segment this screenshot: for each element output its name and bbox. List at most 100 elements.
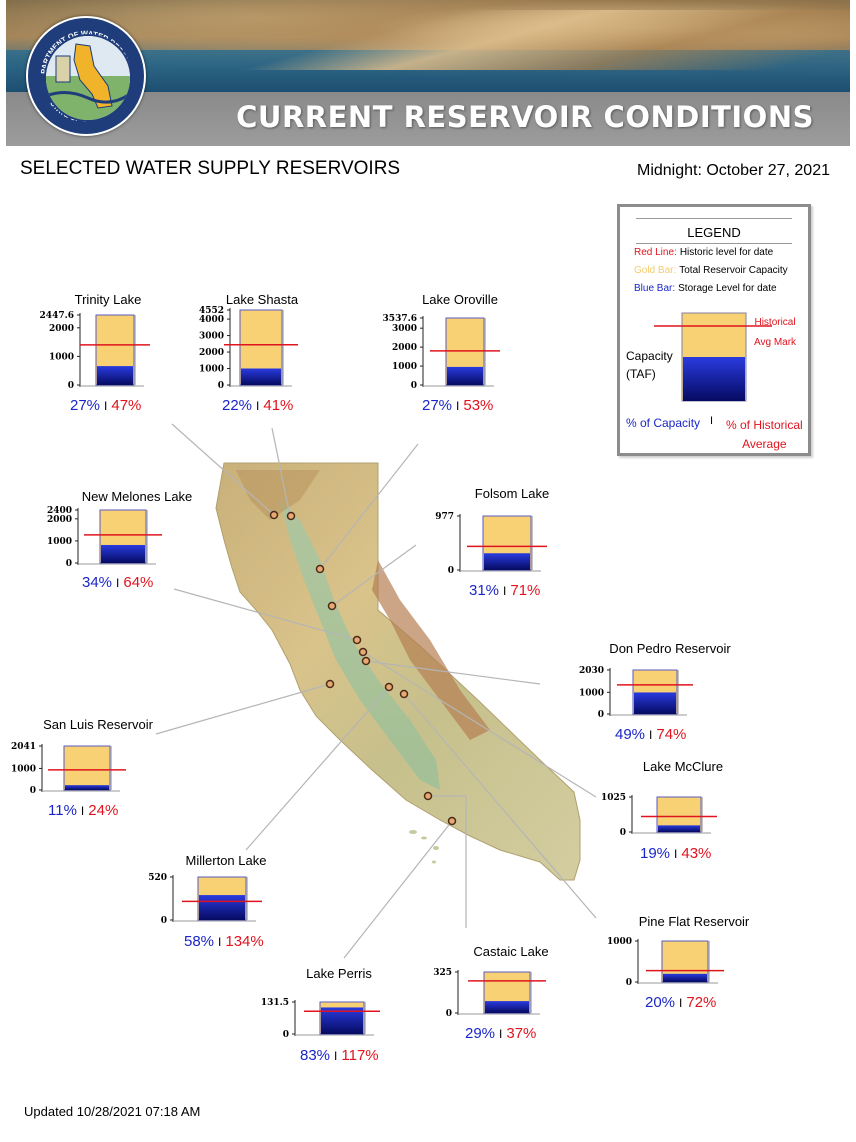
storage-bar <box>241 368 281 385</box>
reservoir-percentages-new-melones-lake: 34% I 64% <box>82 574 153 591</box>
reservoir-name-millerton-lake: Millerton Lake <box>185 853 267 868</box>
pct-separator: I <box>499 1027 503 1041</box>
legend-text: Historic level for date <box>679 247 774 258</box>
reservoir-name-pine-flat-reservoir: Pine Flat Reservoir <box>638 914 750 929</box>
pct-separator: I <box>674 847 678 861</box>
storage-bar <box>658 825 700 832</box>
legend-sample-bar <box>654 312 772 402</box>
y-tick-label: 4552 <box>199 306 224 316</box>
y-tick-label: 2400 <box>47 506 72 516</box>
y-tick-label: 977 <box>435 512 454 522</box>
storage-bar <box>485 1001 529 1013</box>
y-tick-label: 0 <box>598 710 604 720</box>
legend-key: Blue Bar: <box>634 283 676 294</box>
pct-of-capacity: 34% <box>82 574 113 591</box>
california-emblem-icon <box>46 36 130 120</box>
storage-bar <box>447 366 483 385</box>
y-tick-label: 0 <box>66 559 72 569</box>
reservoir-name-new-melones-lake: New Melones Lake <box>81 489 193 504</box>
y-tick-label: 0 <box>68 381 74 391</box>
y-tick-label: 2041 <box>11 742 36 752</box>
reservoir-name-don-pedro-reservoir: Don Pedro Reservoir <box>609 641 731 656</box>
storage-bar <box>663 973 707 982</box>
y-tick-label: 0 <box>30 786 36 796</box>
reservoir-name-lake-oroville: Lake Oroville <box>422 292 498 307</box>
legend-title: LEGEND <box>687 225 741 240</box>
reservoir-name-san-luis-reservoir: San Luis Reservoir <box>43 717 153 732</box>
reservoir-percentages-lake-mcclure: 19% I 43% <box>640 845 711 862</box>
pct-separator: I <box>503 584 507 598</box>
reservoir-name-castaic-lake: Castaic Lake <box>473 944 549 959</box>
legend-separator: I <box>710 415 714 427</box>
pct-separator: I <box>649 728 653 742</box>
y-tick-label: 1000 <box>11 764 36 774</box>
reservoir-percentages-lake-shasta: 22% I 41% <box>222 397 293 414</box>
pct-separator: I <box>104 399 108 413</box>
y-tick-label: 1000 <box>47 537 72 547</box>
pct-of-capacity: 19% <box>640 845 671 862</box>
y-tick-label: 520 <box>148 873 167 883</box>
y-tick-label: 3000 <box>199 332 224 342</box>
capacity-bar <box>63 745 111 791</box>
pct-separator: I <box>116 576 120 590</box>
y-tick-label: 1000 <box>607 937 632 947</box>
legend-key: Red Line: <box>634 247 677 258</box>
y-tick-label: 1000 <box>199 365 224 375</box>
pct-of-capacity: 49% <box>615 726 646 743</box>
section-title: SELECTED WATER SUPPLY RESERVOIRS <box>20 158 401 179</box>
pct-of-historical: 47% <box>111 397 142 414</box>
reservoir-percentages-lake-perris: 83% I 117% <box>300 1047 379 1064</box>
reservoir-percentages-millerton-lake: 58% I 134% <box>184 933 264 950</box>
pct-of-capacity: 22% <box>222 397 253 414</box>
reservoir-percentages-lake-oroville: 27% I 53% <box>422 397 493 414</box>
page-title: CURRENT RESERVOIR CONDITIONS <box>236 100 814 134</box>
legend-pct-capacity: % of Capacity <box>626 416 701 430</box>
legend-item-blue-bar: Blue Bar: Storage Level for date <box>634 283 777 294</box>
pct-separator: I <box>334 1049 338 1063</box>
pct-of-historical: 64% <box>123 574 154 591</box>
reservoir-shoreline <box>126 10 850 70</box>
y-tick-label: 0 <box>218 381 224 391</box>
pct-of-capacity: 27% <box>70 397 101 414</box>
title-bar <box>6 92 850 146</box>
report-timestamp: Midnight: October 27, 2021 <box>636 162 830 179</box>
legend-text: Storage Level for date <box>678 283 777 294</box>
header-banner: CURRENT RESERVOIR CONDITIONS <box>6 0 850 146</box>
y-tick-label: 2030 <box>579 666 604 676</box>
pct-separator: I <box>80 804 85 818</box>
y-tick-label: 3000 <box>392 324 417 334</box>
y-tick-label: 2000 <box>199 348 224 358</box>
pct-of-historical: 24% <box>88 802 119 819</box>
reservoir-percentages-san-luis-reservoir: 11% I 24% <box>48 802 118 819</box>
y-tick-label: 1000 <box>579 688 604 698</box>
updated-timestamp: Updated 10/28/2021 07:18 AM <box>24 1104 201 1119</box>
pct-of-historical: 53% <box>463 397 494 414</box>
storage-bar <box>97 366 133 385</box>
storage-bar <box>101 544 145 563</box>
legend-box: LEGEND Red Line: Historic level for date … <box>617 204 811 456</box>
reservoir-name-lake-mcclure: Lake McClure <box>642 759 724 774</box>
y-tick-label: 3537.6 <box>383 314 417 324</box>
storage-bar <box>634 692 676 714</box>
pct-of-historical: 37% <box>506 1025 537 1042</box>
pct-of-historical: 72% <box>686 994 717 1011</box>
storage-bar <box>484 553 530 570</box>
reservoir-percentages-pine-flat-reservoir: 20% I 72% <box>645 994 716 1011</box>
y-tick-label: 2000 <box>392 343 417 353</box>
pct-of-historical: 117% <box>341 1047 379 1064</box>
legend-key: Gold Bar: <box>634 265 677 276</box>
y-tick-label: 0 <box>161 916 167 926</box>
seal-emblem <box>44 34 132 122</box>
dwr-seal-logo: DEPARTMENT OF WATER RESOURCES STATE OF C… <box>26 16 146 136</box>
y-tick-label: 1025 <box>601 793 626 803</box>
y-tick-label: 1000 <box>49 352 74 362</box>
pct-of-historical: 71% <box>510 582 541 599</box>
legend-historical-label: Historical Avg Mark <box>754 317 797 348</box>
reservoir-percentages-folsom-lake: 31% I 71% <box>469 582 540 599</box>
y-tick-label: 2447.6 <box>40 311 74 321</box>
reservoir-percentages-castaic-lake: 29% I 37% <box>465 1025 536 1042</box>
